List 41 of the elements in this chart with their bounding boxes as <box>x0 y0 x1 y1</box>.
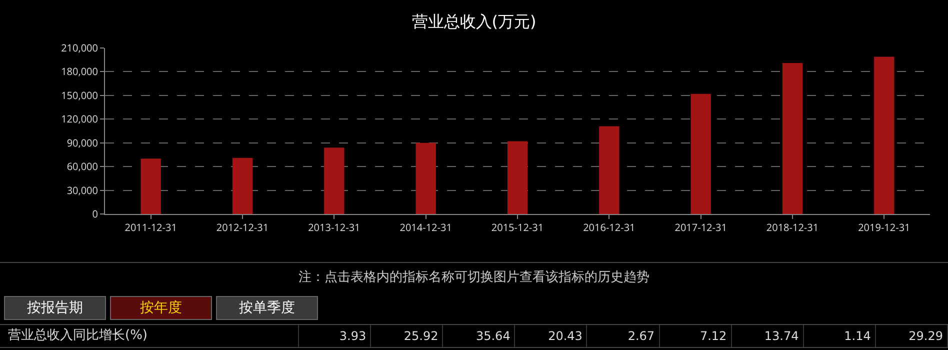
text: 25.92 <box>371 325 444 347</box>
text: 20.43 <box>515 325 588 347</box>
text: 2.67 <box>587 325 660 347</box>
y-tick-label: 150,000 <box>61 88 98 102</box>
bar <box>782 63 803 214</box>
bar <box>324 148 344 214</box>
x-tick-label: 2012-12-31 <box>216 220 269 234</box>
text: 35.64 <box>443 325 516 347</box>
bar <box>507 141 528 214</box>
text: 7.12 <box>660 325 732 347</box>
bar <box>599 126 620 214</box>
text: 1.14 <box>804 325 876 347</box>
y-tick-label: 90,000 <box>66 135 98 150</box>
x-tick-label: 2013-12-31 <box>308 220 360 234</box>
bar <box>874 56 894 214</box>
x-tick-label: 2019-12-31 <box>858 220 910 234</box>
text: 29.29 <box>876 325 948 347</box>
text: 3.93 <box>299 325 372 347</box>
text: 营业总收入同比增长(%) <box>0 325 299 347</box>
y-tick-label: 180,000 <box>61 64 98 78</box>
x-tick-label: 2011-12-31 <box>124 220 177 234</box>
y-tick-label: 120,000 <box>61 112 98 126</box>
x-tick-label: 2014-12-31 <box>400 220 452 234</box>
tab-button: 按年度 <box>110 296 212 320</box>
y-tick-label: 60,000 <box>66 159 98 174</box>
y-tick-label: 210,000 <box>61 40 98 54</box>
bar <box>690 94 711 214</box>
y-tick-label: 0 <box>92 206 98 220</box>
tab-button: 按单季度 <box>216 296 318 320</box>
bar <box>232 158 253 214</box>
x-tick-label: 2016-12-31 <box>583 220 636 234</box>
text: 注：点击表格内的指标名称可切换图片查看该指标的历史趋势 <box>298 269 650 286</box>
x-tick-label: 2018-12-31 <box>766 220 819 234</box>
chart-title: 营业总收入(万元) <box>412 12 536 31</box>
x-tick-label: 2015-12-31 <box>491 220 544 234</box>
x-tick-label: 2017-12-31 <box>674 220 727 234</box>
bar <box>140 158 161 214</box>
tab-button: 按报告期 <box>4 296 106 320</box>
text: 13.74 <box>732 325 804 347</box>
bar <box>416 142 436 214</box>
y-tick-label: 30,000 <box>66 182 98 197</box>
